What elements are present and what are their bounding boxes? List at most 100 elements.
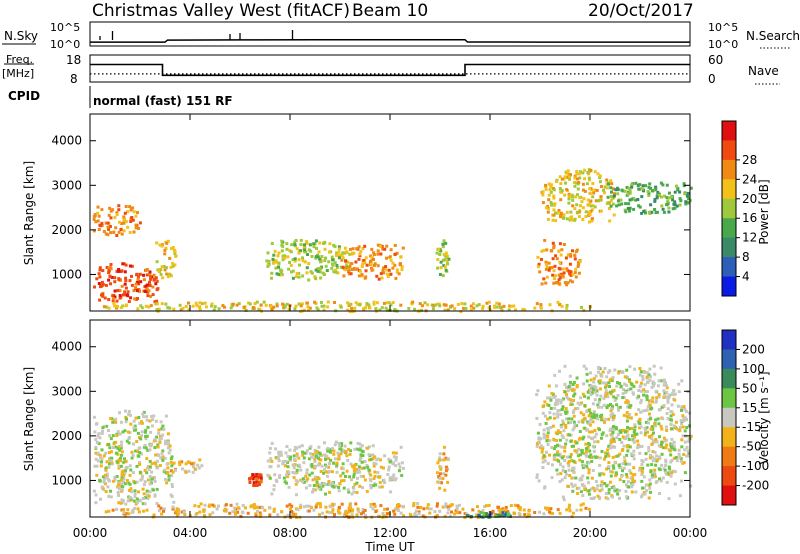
range-cell <box>101 282 105 286</box>
range-cell <box>685 426 689 429</box>
range-cell <box>337 454 341 458</box>
range-cell <box>443 308 447 312</box>
range-cell <box>626 433 630 437</box>
range-cell <box>107 494 111 498</box>
range-cell <box>607 444 611 448</box>
range-cell <box>539 446 542 450</box>
range-cell <box>397 272 401 276</box>
y-tick-label: 1000 <box>51 267 82 281</box>
range-cell <box>647 446 651 450</box>
range-cell <box>579 396 583 400</box>
range-cell <box>393 478 397 482</box>
range-cell <box>322 441 326 445</box>
range-cell <box>546 462 550 465</box>
range-cell <box>140 452 144 456</box>
range-cell <box>583 485 587 489</box>
range-cell <box>138 499 142 503</box>
range-cell <box>278 474 282 478</box>
range-cell <box>369 262 373 266</box>
range-cell <box>587 210 591 214</box>
range-cell <box>573 180 576 184</box>
range-cell <box>591 486 595 490</box>
range-cell <box>636 439 640 443</box>
range-cell <box>400 461 404 465</box>
range-cell <box>607 454 611 458</box>
range-cell <box>138 461 141 465</box>
range-cell <box>660 405 664 409</box>
range-cell <box>567 385 571 389</box>
range-cell <box>562 243 566 246</box>
range-cell <box>247 301 251 305</box>
range-cell <box>94 220 98 224</box>
range-cell <box>577 181 581 184</box>
range-cell <box>92 415 96 419</box>
range-cell <box>370 247 374 251</box>
range-cell <box>666 407 670 411</box>
range-cell <box>300 302 304 306</box>
range-cell <box>95 473 99 477</box>
range-cell <box>145 508 149 512</box>
range-cell <box>559 182 563 185</box>
range-cell <box>536 389 540 393</box>
range-cell <box>148 482 152 486</box>
range-cell <box>588 455 591 459</box>
range-cell <box>465 514 469 517</box>
range-cell <box>615 384 619 388</box>
range-cell <box>575 384 579 387</box>
range-cell <box>576 406 580 410</box>
range-cell <box>162 265 166 268</box>
range-cell <box>347 272 351 276</box>
range-cell <box>97 228 101 231</box>
range-cell <box>565 210 569 214</box>
range-cell <box>379 244 383 248</box>
range-cell <box>611 464 615 468</box>
range-cell <box>665 480 669 484</box>
range-cell <box>378 308 382 312</box>
range-cell <box>614 188 618 192</box>
range-cell <box>122 229 126 233</box>
range-cell <box>689 484 693 488</box>
range-cell <box>251 473 255 477</box>
range-cell <box>361 247 365 250</box>
range-cell <box>517 512 521 515</box>
range-cell <box>608 429 612 433</box>
range-cell <box>418 302 422 306</box>
range-cell <box>630 452 633 456</box>
range-cell <box>179 308 183 312</box>
range-cell <box>338 256 341 260</box>
range-cell <box>327 470 331 473</box>
range-cell <box>670 471 674 474</box>
range-cell <box>646 371 649 375</box>
range-cell <box>323 259 327 263</box>
range-cell <box>332 502 336 506</box>
range-cell <box>277 265 280 269</box>
range-cell <box>263 508 267 512</box>
range-cell <box>259 303 263 307</box>
range-cell <box>350 513 354 517</box>
nave-label: Nave <box>748 64 779 78</box>
range-cell <box>395 270 399 274</box>
range-cell <box>573 174 577 178</box>
range-cell <box>602 472 606 476</box>
range-cell <box>504 505 508 509</box>
range-cell <box>339 474 343 478</box>
range-cell <box>341 256 345 260</box>
range-cell <box>644 211 647 215</box>
range-cell <box>120 284 124 288</box>
range-cell <box>135 500 139 504</box>
range-cell <box>669 422 673 426</box>
range-cell <box>116 304 119 308</box>
range-cell <box>187 301 190 305</box>
range-cell <box>591 469 595 472</box>
range-cell <box>335 461 339 465</box>
range-cell <box>626 405 630 409</box>
range-cell <box>535 444 539 448</box>
range-cell <box>365 464 369 467</box>
range-cell <box>324 470 328 474</box>
range-cell <box>645 426 649 430</box>
range-cell <box>111 434 115 438</box>
range-cell <box>683 440 687 444</box>
range-cell <box>634 412 638 416</box>
range-cell <box>563 410 567 414</box>
range-cell <box>654 389 658 393</box>
